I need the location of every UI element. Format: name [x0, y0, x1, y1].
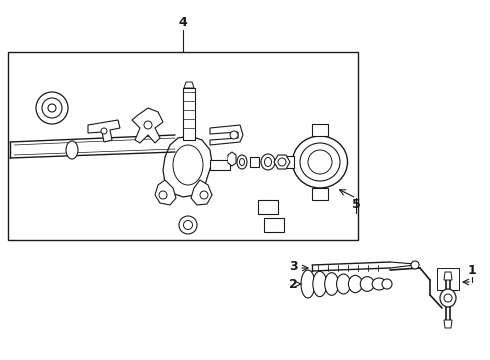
Ellipse shape: [183, 220, 193, 230]
Ellipse shape: [261, 154, 275, 170]
Ellipse shape: [240, 158, 245, 166]
Ellipse shape: [313, 271, 327, 297]
Polygon shape: [155, 180, 176, 205]
Ellipse shape: [411, 261, 419, 269]
Circle shape: [278, 158, 286, 166]
Polygon shape: [132, 108, 163, 143]
Ellipse shape: [66, 141, 78, 159]
Ellipse shape: [293, 136, 347, 188]
Polygon shape: [444, 320, 452, 328]
Ellipse shape: [173, 145, 203, 185]
Text: 5: 5: [352, 198, 360, 211]
Polygon shape: [191, 180, 212, 205]
Polygon shape: [210, 125, 243, 145]
Text: 3: 3: [290, 261, 298, 274]
Circle shape: [144, 121, 152, 129]
Ellipse shape: [348, 275, 362, 293]
Bar: [250, 157, 259, 167]
Polygon shape: [444, 272, 452, 280]
Ellipse shape: [36, 92, 68, 124]
Ellipse shape: [179, 216, 197, 234]
Ellipse shape: [308, 150, 332, 174]
Ellipse shape: [42, 98, 62, 118]
Ellipse shape: [48, 104, 56, 112]
Ellipse shape: [237, 155, 247, 169]
Bar: [8, 52, 358, 240]
Text: 4: 4: [179, 15, 187, 28]
Polygon shape: [228, 152, 236, 166]
Text: 1: 1: [467, 264, 476, 276]
Ellipse shape: [360, 277, 374, 291]
Polygon shape: [184, 82, 194, 88]
Ellipse shape: [440, 289, 456, 307]
Ellipse shape: [444, 294, 452, 302]
Ellipse shape: [372, 278, 386, 290]
Bar: [183, 88, 195, 140]
Ellipse shape: [382, 279, 392, 289]
Bar: [228, 157, 230, 162]
Circle shape: [159, 191, 167, 199]
Bar: [312, 124, 328, 136]
Ellipse shape: [337, 274, 350, 294]
Polygon shape: [163, 136, 212, 197]
Ellipse shape: [325, 273, 339, 295]
Ellipse shape: [300, 143, 340, 181]
Bar: [210, 160, 230, 170]
Bar: [258, 200, 278, 214]
Text: 2: 2: [289, 279, 298, 292]
Circle shape: [101, 128, 107, 134]
Circle shape: [230, 131, 238, 139]
Polygon shape: [274, 155, 290, 169]
Circle shape: [200, 191, 208, 199]
Bar: [437, 268, 459, 290]
Bar: [264, 218, 284, 232]
Ellipse shape: [265, 158, 271, 166]
Bar: [312, 188, 328, 200]
Ellipse shape: [301, 270, 315, 298]
Bar: [282, 156, 294, 168]
Polygon shape: [88, 120, 120, 142]
